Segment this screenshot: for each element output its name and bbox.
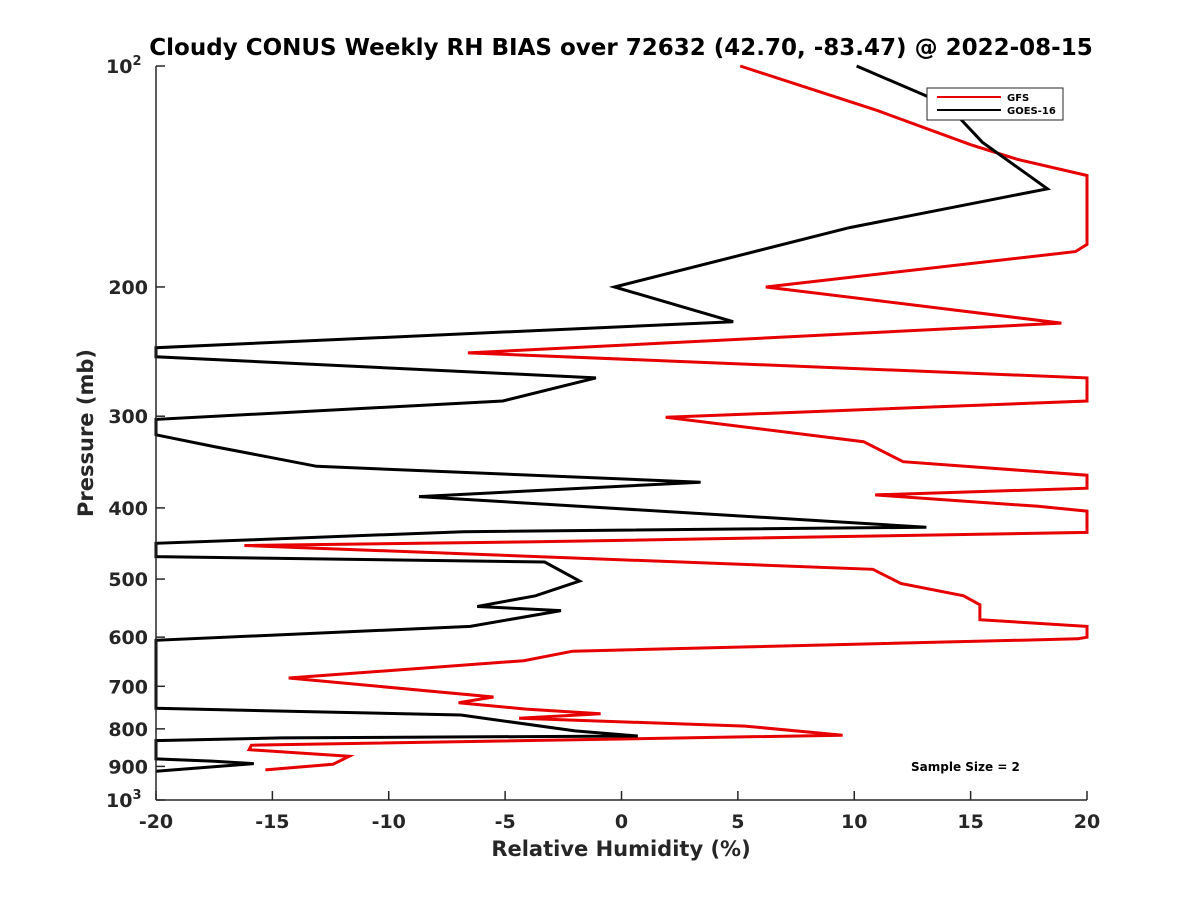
y-tick-label: 400 [108, 498, 148, 520]
x-tick-label: 5 [731, 811, 744, 833]
series-line-goes16 [154, 64, 1052, 773]
x-axis-label: Relative Humidity (%) [491, 837, 750, 861]
x-tick-label: 10 [841, 811, 867, 833]
sample-size-annotation: Sample Size = 2 [911, 760, 1020, 774]
series-layer [154, 64, 1089, 773]
y-tick-label: 900 [108, 756, 148, 778]
y-tick-label: 800 [108, 719, 148, 741]
y-tick-label: 102 [106, 54, 142, 78]
x-tick-label: 0 [615, 811, 628, 833]
x-tick-label: 20 [1074, 811, 1100, 833]
x-tick-label: -5 [495, 811, 516, 833]
y-ticks: 102 200 300 400 500 600 700 800 900 103 [106, 54, 165, 812]
x-tick-label: -15 [255, 811, 289, 833]
y-tick-label: 103 [106, 788, 142, 812]
x-ticks: -20 -15 -10 -5 0 5 10 15 20 [139, 791, 1100, 833]
legend-label-gfs: GFS [1007, 93, 1029, 104]
series-line-gfs [244, 64, 1089, 772]
y-tick-label: 300 [108, 406, 148, 428]
y-axis-label: Pressure (mb) [74, 349, 98, 517]
y-tick-label: 200 [108, 277, 148, 299]
y-tick-label: 500 [108, 569, 148, 591]
y-tick-label: 600 [108, 627, 148, 649]
x-tick-label: -20 [139, 811, 173, 833]
legend-box [926, 87, 1064, 121]
y-tick-label: 700 [108, 676, 148, 698]
x-tick-label: -10 [372, 811, 406, 833]
axes-layer [155, 66, 1087, 801]
x-tick-label: 15 [957, 811, 983, 833]
chart-title: Cloudy CONUS Weekly RH BIAS over 72632 (… [149, 35, 1092, 61]
legend: GFS GOES-16 [926, 87, 1064, 121]
legend-label-goes16: GOES-16 [1007, 106, 1056, 117]
